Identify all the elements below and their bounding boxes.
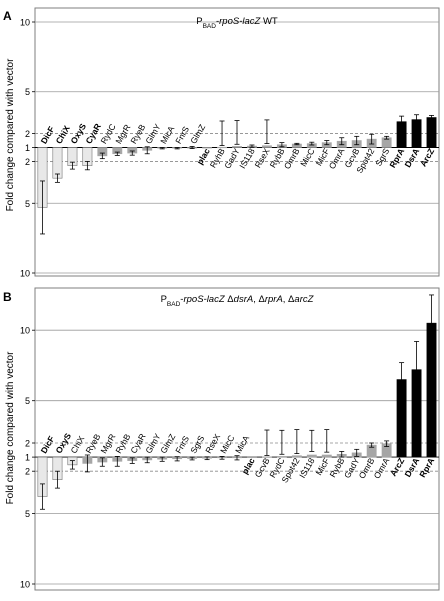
panel-a-category-label: DsrA [402, 147, 421, 170]
panel-a-bar-rsex [261, 145, 272, 148]
panel-b-bar-spot42 [291, 455, 302, 458]
panel-a-ytick-label: 2 [25, 157, 30, 167]
panel-b-bar-gcvb [261, 456, 272, 458]
panel-a-frame [34, 7, 440, 277]
panel-b-letter: B [3, 290, 12, 304]
panel-b-category-label: OmrA [372, 456, 392, 481]
panel-b-ytick-label: 5 [25, 396, 30, 406]
panel-a-category-label: OmrA [327, 146, 347, 171]
panel-b-category-label: IS118 [297, 456, 317, 480]
panel-a-ytick-label: 10 [20, 18, 30, 28]
panel-a-letter: A [3, 9, 12, 23]
panel-a-category-label: MicC [298, 147, 316, 169]
panel-b-ytick-label: 2 [25, 467, 30, 477]
panel-a-ytick-label: 5 [25, 87, 30, 97]
panel-a-category-label: GlmZ [188, 123, 207, 146]
panel-b-ytick-label: 1 [25, 453, 30, 463]
panel-a-bar-gady [232, 146, 242, 148]
panel-b-bar-micf [321, 454, 332, 458]
panel-a-ytick-label: 5 [25, 199, 30, 209]
panel-a-bar-ryhb [217, 146, 227, 149]
panel-b-frame [34, 287, 440, 591]
panel-a-category-label: RprA [387, 147, 406, 170]
panel-b-ytick-label: 5 [25, 509, 30, 519]
panel-a-bar-arcz [426, 117, 437, 148]
panel-a-bar-chix [52, 147, 63, 179]
panel-a-ytick-label: 10 [20, 269, 30, 279]
panel-a-category-label: OmrB [282, 146, 302, 171]
panel-b-category-label: DicF [39, 434, 57, 455]
panel-a-ytick-label: 2 [25, 129, 30, 139]
panel-a-title: PBAD-rpoS-lacZ WT [196, 16, 278, 30]
panel-b-ytick-label: 2 [25, 439, 30, 449]
panel-a-category-label: FnrS [173, 124, 191, 145]
y-axis-label-b: Fold change compared with vector [5, 351, 16, 505]
panel-b-category-label: MicA [233, 433, 251, 455]
panel-b-bar-is118 [306, 454, 317, 458]
panel-b-bar-rydc [276, 456, 287, 458]
panel-b-title: PBAD-rpoS-lacZ ΔdsrA, ΔrprA, ΔarcZ [161, 294, 315, 308]
panel-b-category-label: SgrS [188, 433, 206, 455]
panel-a-category-label: ArcZ [418, 147, 436, 169]
panel-b-ytick-label: 10 [20, 326, 30, 336]
panel-b-ytick-label: 10 [20, 580, 30, 590]
panel-b-bar-plac [247, 456, 257, 459]
panel-b: 10 5 2 1 2 5 10 B PBAD-rpoS-lacZ ΔdsrA, ΔrprA, Δ… [3, 287, 440, 591]
panel-a-category-label: IS118 [237, 146, 257, 170]
panel-a-category-label: ChiX [54, 123, 73, 145]
panel-a-category-label: DicF [39, 125, 57, 146]
panel-a-ytick-label: 1 [25, 143, 30, 153]
y-axis-label-a: Fold change compared with vector [5, 58, 16, 212]
panel-a-bar-plac [202, 147, 213, 149]
panel-b-category-label: RprA [417, 456, 436, 479]
